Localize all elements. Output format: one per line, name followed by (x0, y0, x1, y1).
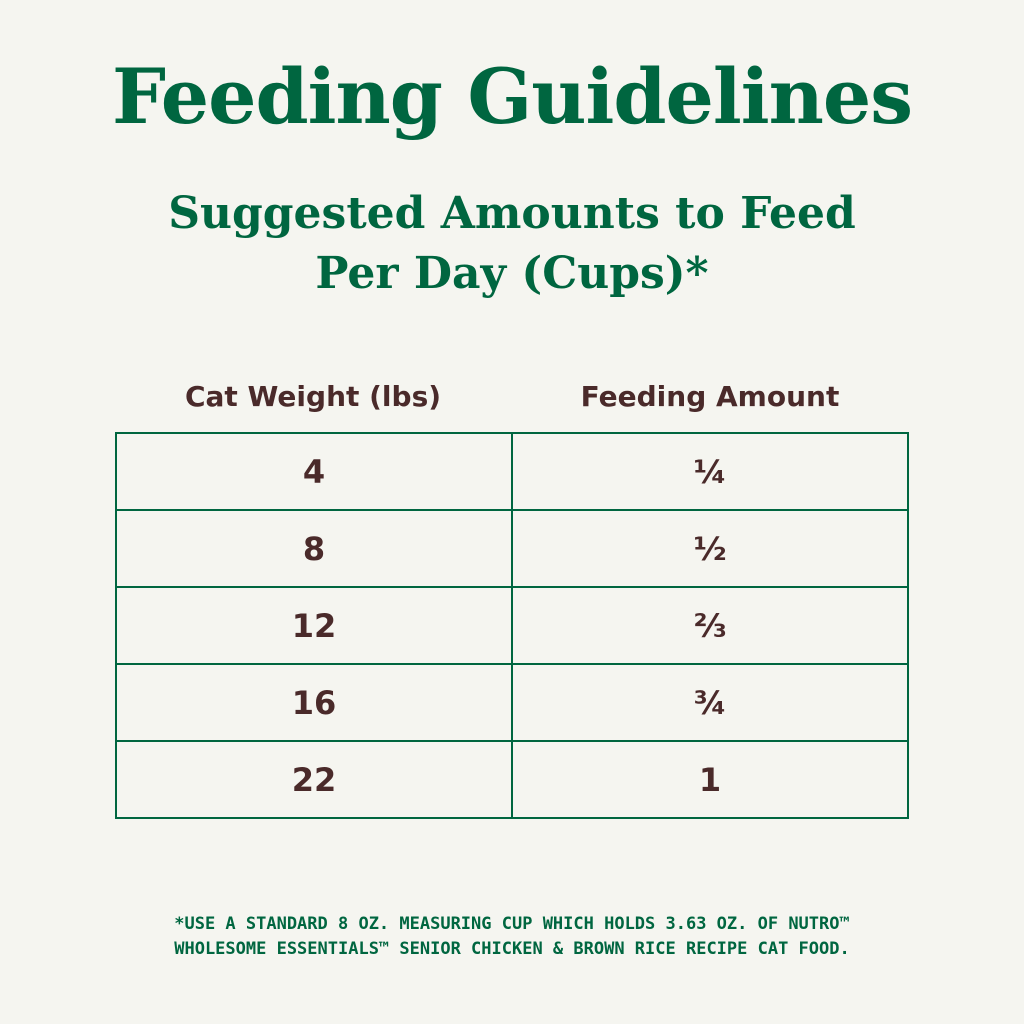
column-header: Feeding Amount (580, 380, 840, 413)
table-cell: ½ (511, 509, 909, 588)
footnote: WHOLESOME ESSENTIALS™ SENIOR CHICKEN & B… (174, 939, 850, 959)
table-cell: 16 (115, 663, 513, 742)
feeding-table: 4 ¼ 8 ½ 12 ⅔ 16 ¾ 22 1 (115, 432, 909, 819)
subtitle: Per Day (Cups)* (315, 248, 709, 299)
table-cell: ⅔ (511, 586, 909, 665)
table-cell: 22 (115, 740, 513, 819)
table-cell: 4 (115, 432, 513, 511)
table-cell: ¾ (511, 663, 909, 742)
table-row: 12 ⅔ (115, 586, 909, 665)
title: Feeding Guidelines (111, 52, 913, 141)
column-header: Cat Weight (lbs) (184, 380, 442, 413)
table-cell: 12 (115, 586, 513, 665)
table-cell: 8 (115, 509, 513, 588)
table-row: 22 1 (115, 740, 909, 819)
table-cell: 1 (511, 740, 909, 819)
table-cell: ¼ (511, 432, 909, 511)
subtitle: Suggested Amounts to Feed (168, 188, 856, 239)
footnote: *USE A STANDARD 8 OZ. MEASURING CUP WHIC… (174, 914, 850, 934)
table-row: 16 ¾ (115, 663, 909, 742)
